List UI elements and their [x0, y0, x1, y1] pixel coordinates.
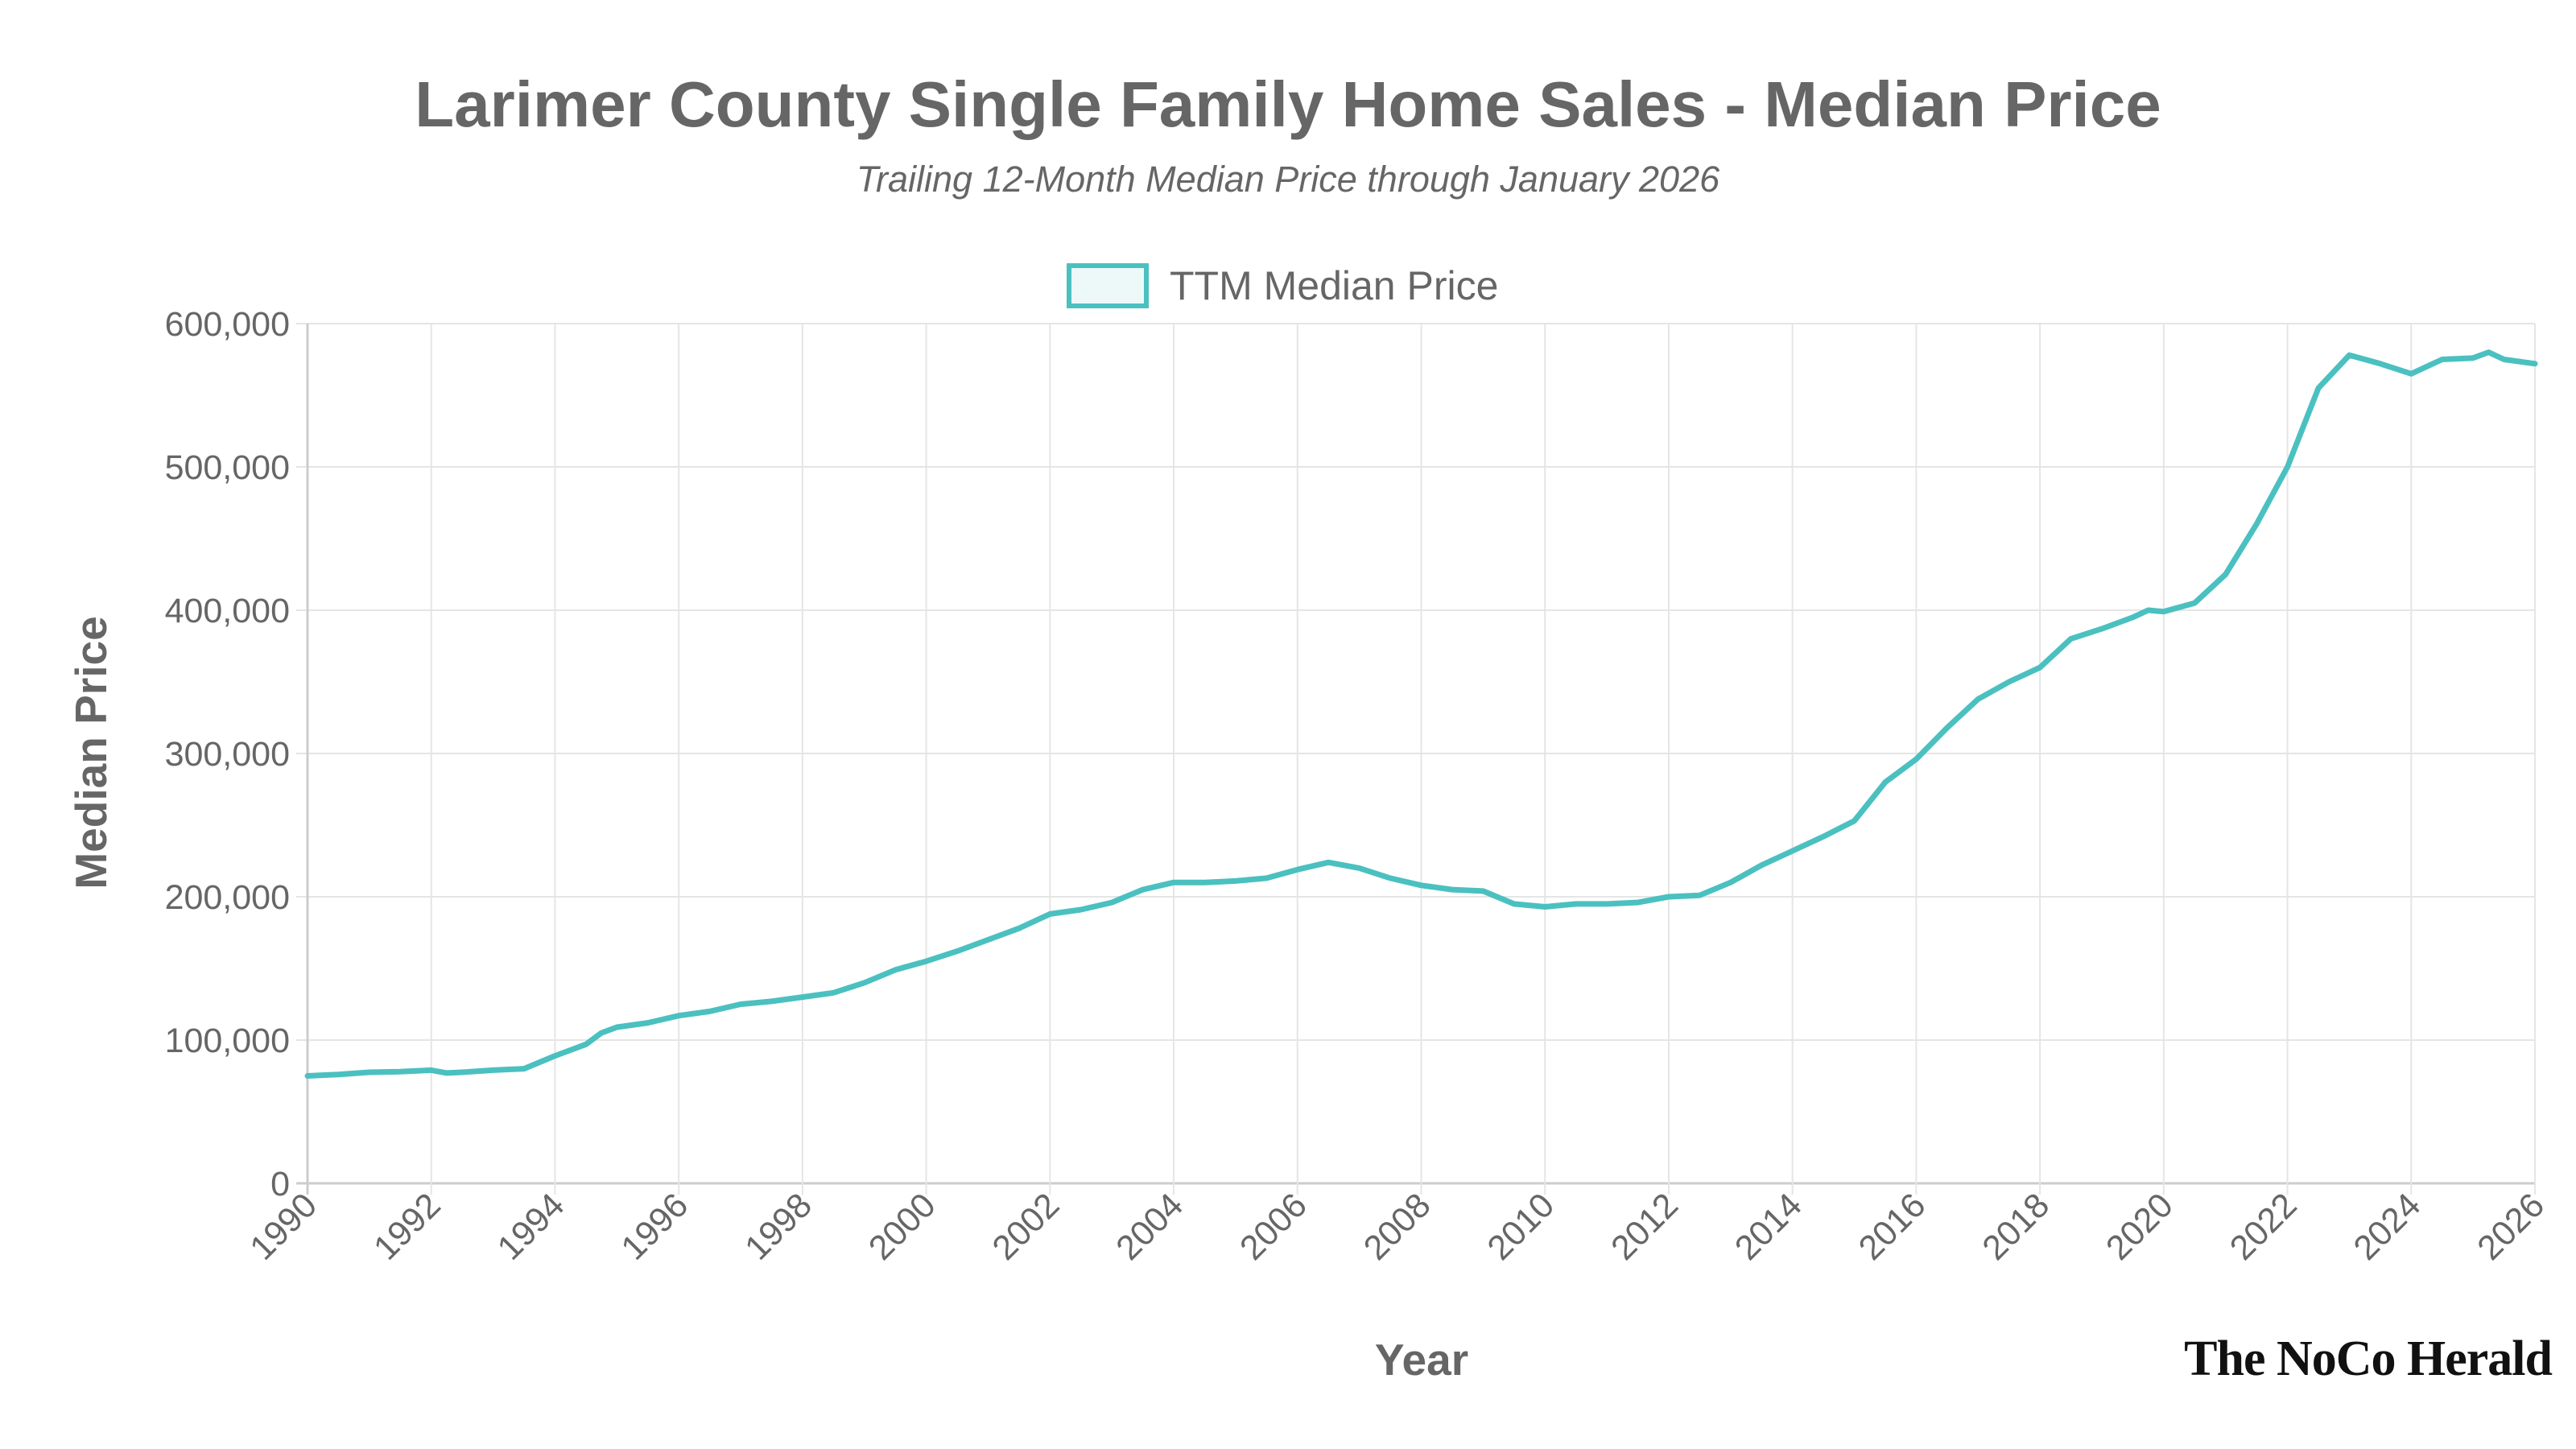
y-tick-label: 100,000	[165, 1022, 290, 1060]
x-tick-label: 2002	[985, 1186, 1067, 1268]
chart-title: Larimer County Single Family Home Sales …	[415, 68, 2161, 140]
x-axis-title: Year	[1375, 1335, 1468, 1385]
series-layer	[304, 349, 2538, 1079]
y-tick-label: 500,000	[165, 448, 290, 487]
legend-swatch	[1067, 263, 1149, 308]
x-tick-label: 1996	[614, 1186, 696, 1268]
y-axis-title: Median Price	[66, 616, 116, 889]
x-tick-label: 2014	[1728, 1186, 1810, 1268]
series-line-ttm-median-price	[304, 349, 2538, 1079]
y-tick-label: 600,000	[165, 305, 290, 344]
y-tick-label: 0	[270, 1165, 290, 1203]
x-tick-label: 2010	[1480, 1186, 1563, 1268]
x-tick-label: 2012	[1604, 1186, 1686, 1268]
y-axis-ticks: 0 100,000 200,000 300,000 400,000 500,000 600,…	[165, 305, 290, 1203]
x-tick-label: 2016	[1852, 1186, 1934, 1268]
x-tick-label: 1992	[366, 1186, 448, 1268]
x-tick-label: 2006	[1232, 1186, 1315, 1268]
x-tick-label: 2004	[1109, 1186, 1191, 1268]
x-tick-label: 1994	[490, 1186, 572, 1268]
x-tick-label: 2022	[2223, 1186, 2305, 1268]
x-tick-label: 2000	[861, 1186, 943, 1268]
x-axis-ticks: 1990 1992 1994 1996 1998 2000 2002 2004 2006 2008…	[242, 1186, 2552, 1268]
noco-herald-logo: The NoCo Herald	[2184, 1331, 2552, 1386]
legend-label: TTM Median Price	[1170, 263, 1498, 308]
y-tick-label: 400,000	[165, 592, 290, 630]
y-tick-label: 200,000	[165, 878, 290, 917]
chart-subtitle: Trailing 12-Month Median Price through J…	[857, 159, 1720, 200]
legend[interactable]: TTM Median Price	[1067, 263, 1498, 308]
grid	[296, 323, 2536, 1195]
x-tick-label: 2018	[1975, 1186, 2058, 1268]
x-tick-label: 2024	[2347, 1186, 2429, 1268]
x-tick-label: 2026	[2470, 1186, 2552, 1268]
x-tick-label: 2008	[1356, 1186, 1439, 1268]
x-tick-label: 1998	[737, 1186, 819, 1268]
x-tick-label: 2020	[2099, 1186, 2181, 1268]
y-tick-label: 300,000	[165, 735, 290, 774]
